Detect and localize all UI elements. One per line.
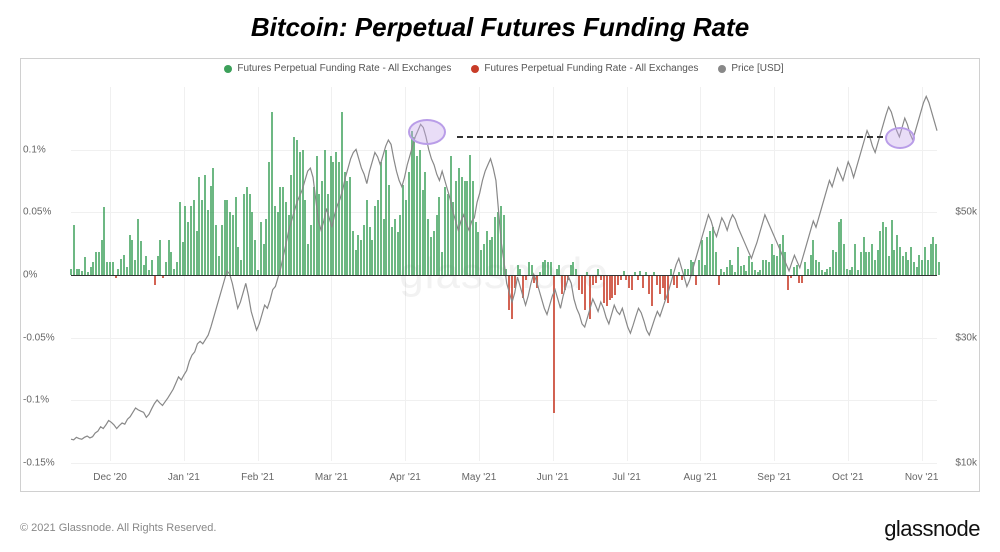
y-left-tick-label: 0.1% [23,144,46,155]
legend-dot-positive [224,65,232,73]
y-right-tick-label: $10k [955,458,977,469]
dashed-connector-line [457,136,882,138]
chart-container: Futures Perpetual Funding Rate - All Exc… [20,58,980,492]
highlight-ellipse-right [885,127,915,149]
legend-dot-negative [471,65,479,73]
x-tick-label: Apr '21 [389,472,420,483]
x-tick-label: Feb '21 [241,472,274,483]
x-tick-label: Aug '21 [683,472,717,483]
y-left-tick-label: -0.1% [23,395,49,406]
legend-label-price: Price [USD] [731,63,783,74]
legend: Futures Perpetual Funding Rate - All Exc… [71,63,937,74]
x-tick-label: Dec '20 [93,472,127,483]
x-tick-label: Sep '21 [757,472,791,483]
legend-label-negative: Futures Perpetual Funding Rate - All Exc… [484,63,698,74]
x-tick-label: Mar '21 [315,472,348,483]
x-tick-label: Nov '21 [905,472,939,483]
footer-copyright: © 2021 Glassnode. All Rights Reserved. [20,522,216,534]
x-tick-label: May '21 [462,472,497,483]
zero-line [71,275,937,276]
y-right-tick-label: $30k [955,332,977,343]
highlight-ellipse-left [408,119,446,145]
legend-dot-price [718,65,726,73]
y-right-tick-label: $50k [955,207,977,218]
x-tick-label: Jul '21 [612,472,641,483]
x-tick-label: Oct '21 [832,472,863,483]
x-tick-label: Jun '21 [537,472,569,483]
footer-brand: glassnode [884,516,980,542]
y-left-tick-label: 0.05% [23,207,51,218]
plot-area: glassnode [71,87,937,461]
y-left-tick-label: -0.05% [23,332,55,343]
legend-item-positive: Futures Perpetual Funding Rate - All Exc… [224,63,451,74]
legend-item-price: Price [USD] [718,63,783,74]
price-line [71,87,937,461]
x-tick-label: Jan '21 [168,472,200,483]
y-left-tick-label: -0.15% [23,458,55,469]
legend-label-positive: Futures Perpetual Funding Rate - All Exc… [237,63,451,74]
legend-item-negative: Futures Perpetual Funding Rate - All Exc… [471,63,698,74]
chart-title: Bitcoin: Perpetual Futures Funding Rate [0,0,1000,43]
y-left-tick-label: 0% [23,270,37,281]
